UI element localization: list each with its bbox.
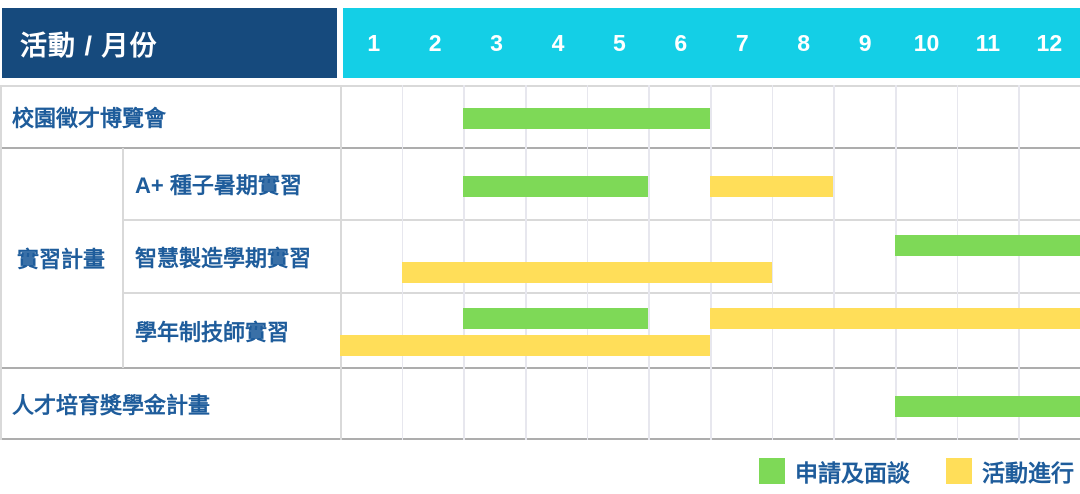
month-gridline: [771, 85, 774, 440]
group-divider-line: [122, 148, 124, 368]
legend-swatch: [946, 458, 972, 484]
header-title-cell: 活動 / 月份: [2, 8, 337, 78]
task-label: 學年制技師實習: [135, 319, 290, 345]
month-label: 8: [797, 29, 811, 56]
month-label: 6: [674, 29, 688, 56]
legend-swatch: [759, 458, 785, 484]
legend: 申請及面談 活動進行: [759, 455, 1074, 487]
month-label: 2: [428, 29, 442, 56]
task-label: 人才培育獎學金計畫: [12, 393, 211, 418]
month-label: 9: [858, 29, 872, 56]
month-gridline: [895, 85, 897, 440]
month-gridline: [833, 85, 835, 440]
month-label: 11: [975, 29, 1001, 56]
gridline: [0, 85, 2, 440]
legend-label: 活動進行: [982, 460, 1074, 486]
gantt-bar: [463, 108, 710, 129]
gantt-bar: [895, 235, 1080, 256]
gantt-bar: [401, 262, 772, 283]
task-label: A+ 種子暑期實習: [135, 173, 302, 198]
gridline: [0, 438, 1080, 440]
gridline: [122, 292, 1080, 294]
gantt-bar: [340, 335, 710, 356]
gantt-bar: [710, 308, 1080, 329]
month-label: 4: [551, 29, 565, 56]
gantt-bar: [895, 395, 1080, 417]
month-gridline: [1018, 85, 1020, 440]
gridline: [0, 367, 1080, 369]
month-label: 10: [913, 29, 940, 56]
gantt-bar: [710, 175, 834, 197]
month-label: 3: [490, 29, 503, 56]
gantt-bar: [463, 175, 649, 197]
gridline: [0, 85, 1080, 87]
group-label: 實習計畫: [16, 247, 105, 272]
month-gridline: [956, 85, 959, 440]
legend-label: 申請及面談: [795, 460, 910, 486]
task-label: 智慧製造學期實習: [135, 245, 312, 271]
header-title: 活動 / 月份: [20, 30, 158, 61]
month-label: 12: [1036, 29, 1063, 56]
month-label: 1: [367, 29, 381, 56]
months-header: 1 2 3 4 5 6 7 8 9 10 11 12: [343, 8, 1080, 78]
task-label: 校園徵才博覽會: [12, 105, 167, 131]
month-label: 7: [735, 29, 749, 56]
gridline: [122, 219, 1080, 221]
gantt-bar: [463, 308, 649, 329]
gridline: [0, 147, 1080, 149]
month-label: 5: [613, 29, 626, 56]
chart-boundary-line: [340, 85, 342, 440]
